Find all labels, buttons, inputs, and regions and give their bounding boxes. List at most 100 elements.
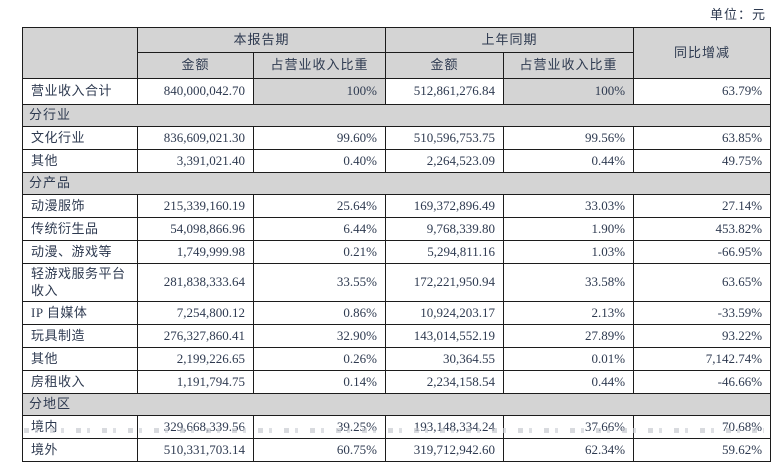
cell-pct-prior: 1.03% <box>503 240 635 264</box>
header-current-amount: 金额 <box>137 52 254 79</box>
table-row-light-game-platform: 轻游戏服务平台收入 281,838,333.64 33.55% 172,221,… <box>22 263 772 302</box>
cell-yoy: -33.59% <box>633 301 772 325</box>
cell-yoy: 70.68% <box>633 415 772 439</box>
cell-amount-current: 276,327,860.41 <box>137 324 254 348</box>
revenue-breakdown-table: 本报告期 上年同期 同比增减 金额 占营业收入比重 金额 占营业收入比重 营业收… <box>21 27 772 462</box>
cell-amount-prior: 512,861,276.84 <box>385 78 505 105</box>
cell-amount-current: 54,098,866.96 <box>137 217 254 241</box>
table-row-other-product: 其他 2,199,226.65 0.26% 30,364.55 0.01% 7,… <box>22 347 772 371</box>
header-current-period: 本报告期 <box>136 27 387 53</box>
cell-amount-current: 7,254,800.12 <box>137 301 254 325</box>
table-row-ip-media: IP 自媒体 7,254,800.12 0.86% 10,924,203.17 … <box>22 301 772 325</box>
cell-yoy: 93.22% <box>633 324 772 348</box>
cell-amount-current: 281,838,333.64 <box>137 263 254 302</box>
row-label: IP 自媒体 <box>22 301 138 325</box>
cell-yoy: -66.95% <box>633 240 772 264</box>
row-label: 动漫、游戏等 <box>22 240 138 264</box>
row-label: 轻游戏服务平台收入 <box>22 263 138 302</box>
cell-amount-current: 3,391,021.40 <box>137 149 254 173</box>
cell-amount-prior: 30,364.55 <box>385 347 505 371</box>
cell-amount-prior: 193,148,334.24 <box>385 415 505 439</box>
cell-pct-current: 25.64% <box>252 194 387 218</box>
cell-amount-prior: 143,014,552.19 <box>385 324 505 348</box>
table-row-traditional-derivatives: 传统衍生品 54,098,866.96 6.44% 9,768,339.80 1… <box>22 217 772 241</box>
cell-pct-prior: 27.89% <box>503 324 635 348</box>
section-label: 分产品 <box>21 172 772 195</box>
cell-pct-current: 60.75% <box>252 438 387 462</box>
table-row-anime-games: 动漫、游戏等 1,749,999.98 0.21% 5,294,811.16 1… <box>22 240 772 264</box>
cell-amount-prior: 2,234,158.54 <box>385 370 505 394</box>
row-label: 文化行业 <box>22 126 138 150</box>
cell-pct-prior: 62.34% <box>503 438 635 462</box>
cell-amount-current: 1,749,999.98 <box>137 240 254 264</box>
header-row-subcolumns: 金额 占营业收入比重 金额 占营业收入比重 <box>23 52 771 79</box>
section-row-by-region: 分地区 <box>21 393 772 416</box>
cell-amount-current: 215,339,160.19 <box>137 194 254 218</box>
header-blank-cell <box>22 27 138 79</box>
cell-yoy: 59.62% <box>633 438 772 462</box>
cell-pct-prior: 33.58% <box>503 263 635 302</box>
unit-label: 单位：元 <box>709 7 766 22</box>
cell-amount-current: 836,609,021.30 <box>137 126 254 150</box>
table-row-domestic: 境内 329,668,339.56 39.25% 193,148,334.24 … <box>22 415 772 439</box>
cell-yoy: 63.79% <box>633 78 772 105</box>
cell-pct-prior: 0.44% <box>503 149 635 173</box>
table-row-other-industry: 其他 3,391,021.40 0.40% 2,264,523.09 0.44%… <box>22 149 772 173</box>
cell-yoy: -46.66% <box>633 370 772 394</box>
cell-pct-current: 39.25% <box>252 415 387 439</box>
cell-pct-current: 100% <box>252 78 387 105</box>
cell-yoy: 49.75% <box>633 149 772 173</box>
table-row-overseas: 境外 510,331,703.14 60.75% 319,712,942.60 … <box>22 438 772 462</box>
row-label: 玩具制造 <box>22 324 138 348</box>
header-prior-amount: 金额 <box>385 52 505 79</box>
row-label: 传统衍生品 <box>22 217 138 241</box>
row-label: 房租收入 <box>22 370 138 394</box>
cell-amount-prior: 2,264,523.09 <box>385 149 505 173</box>
cell-amount-current: 329,668,339.56 <box>137 415 254 439</box>
cell-pct-current: 0.14% <box>252 370 387 394</box>
row-label: 境内 <box>22 415 138 439</box>
table-row-toy-manufacturing: 玩具制造 276,327,860.41 32.90% 143,014,552.1… <box>22 324 772 348</box>
clipped-text-line <box>24 428 764 433</box>
cell-amount-prior: 5,294,811.16 <box>385 240 505 264</box>
row-label: 营业收入合计 <box>22 78 138 105</box>
cell-yoy: 453.82% <box>633 217 772 241</box>
row-label: 其他 <box>22 149 138 173</box>
row-label: 境外 <box>22 438 138 462</box>
cell-pct-prior: 0.44% <box>503 370 635 394</box>
table-row-rental-income: 房租收入 1,191,794.75 0.14% 2,234,158.54 0.4… <box>22 370 772 394</box>
header-prior-period: 上年同期 <box>385 27 635 53</box>
cell-pct-prior: 33.03% <box>503 194 635 218</box>
section-row-by-industry: 分行业 <box>21 104 772 127</box>
cell-pct-current: 6.44% <box>252 217 387 241</box>
cell-pct-prior: 0.01% <box>503 347 635 371</box>
cell-pct-current: 33.55% <box>252 263 387 302</box>
cell-yoy: 63.65% <box>633 263 772 302</box>
cell-amount-prior: 172,221,950.94 <box>385 263 505 302</box>
cell-pct-prior: 1.90% <box>503 217 635 241</box>
cell-pct-current: 99.60% <box>252 126 387 150</box>
table-row-anime-apparel: 动漫服饰 215,339,160.19 25.64% 169,372,896.4… <box>22 194 772 218</box>
cell-pct-current: 0.86% <box>252 301 387 325</box>
section-label: 分地区 <box>21 393 772 416</box>
cell-amount-current: 1,191,794.75 <box>137 370 254 394</box>
table-row-total-revenue: 营业收入合计 840,000,042.70 100% 512,861,276.8… <box>22 78 772 105</box>
cell-amount-prior: 9,768,339.80 <box>385 217 505 241</box>
cell-pct-prior: 100% <box>503 78 635 105</box>
section-row-by-product: 分产品 <box>21 172 772 195</box>
cell-pct-prior: 99.56% <box>503 126 635 150</box>
cell-yoy: 27.14% <box>633 194 772 218</box>
cell-pct-current: 32.90% <box>252 324 387 348</box>
cell-amount-prior: 169,372,896.49 <box>385 194 505 218</box>
cell-pct-prior: 2.13% <box>503 301 635 325</box>
cell-amount-current: 840,000,042.70 <box>137 78 254 105</box>
cell-yoy: 63.85% <box>633 126 772 150</box>
cell-amount-current: 2,199,226.65 <box>137 347 254 371</box>
cell-pct-current: 0.21% <box>252 240 387 264</box>
header-yoy-change: 同比增减 <box>633 27 772 79</box>
row-label: 动漫服饰 <box>22 194 138 218</box>
header-prior-pct: 占营业收入比重 <box>503 52 635 79</box>
header-current-pct: 占营业收入比重 <box>252 52 387 79</box>
table-row-culture-industry: 文化行业 836,609,021.30 99.60% 510,596,753.7… <box>22 126 772 150</box>
cell-amount-prior: 10,924,203.17 <box>385 301 505 325</box>
